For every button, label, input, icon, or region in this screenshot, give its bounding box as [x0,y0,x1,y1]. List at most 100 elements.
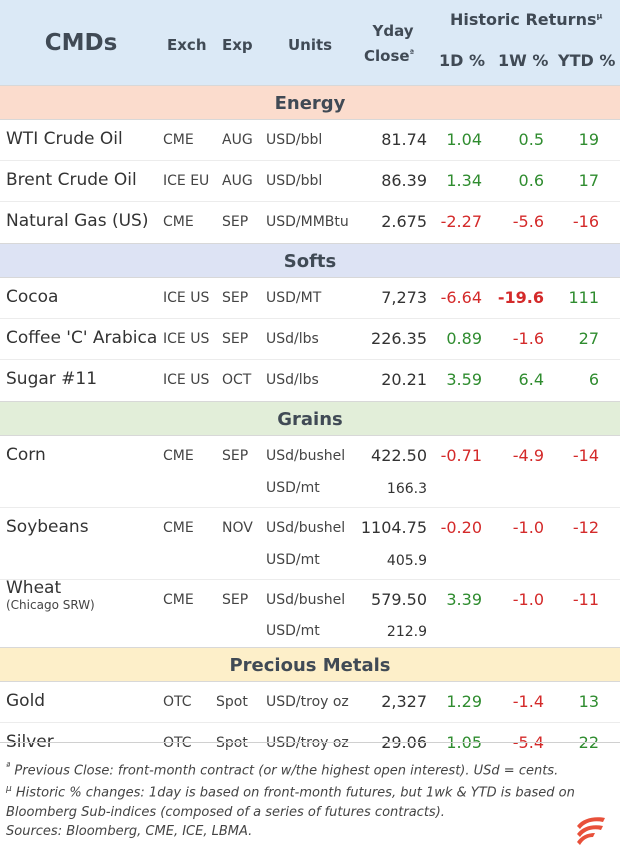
commodity-name: Gold [6,691,46,711]
col-1w: 1W % [498,51,549,70]
return-1d: 1.34 [446,171,482,190]
expiry: Spot [216,735,248,751]
return-1d: 3.39 [446,590,482,609]
units: USd/bushel [266,448,346,464]
expiry: SEP [222,331,249,347]
close-value: 7,273 [381,288,427,307]
return-1d: 1.29 [446,692,482,711]
expiry: Spot [216,694,248,710]
col-close-line1: Yday [372,22,414,40]
footnotes: ª Previous Close: front-month contract (… [6,758,596,841]
col-ytd: YTD % [558,51,616,70]
table-title: CMDs [44,30,118,56]
footnote-sources: Sources: Bloomberg, CME, ICE, LBMA. [6,823,253,839]
units: USD/mt [266,623,320,639]
units: USd/bushel [266,592,346,608]
table-row: Wheat (Chicago SRW) CME SEP USd/bushel 57… [0,578,620,615]
expiry: AUG [222,132,253,148]
exchange: ICE US [163,290,210,306]
units: USD/bbl [266,173,323,189]
units: USd/bushel [266,520,346,536]
return-1w: -1.6 [512,329,544,348]
return-1d: 3.59 [446,370,482,389]
return-1w: -1.0 [512,518,544,537]
exchange: ICE US [163,372,210,388]
exchange: CME [163,214,194,230]
table-row: Sugar #11 ICE US OCT USd/lbs 20.21 3.59 … [0,360,620,401]
return-1d: -2.27 [440,212,482,231]
table-row: Brent Crude Oil ICE EU AUG USD/bbl 86.39… [0,161,620,202]
close-value: 81.74 [381,130,427,149]
return-ytd: 27 [578,329,599,348]
close-value: 2,327 [381,692,427,711]
return-ytd: -14 [572,446,599,465]
return-ytd: -16 [572,212,599,231]
return-1d: 0.89 [446,329,482,348]
table-row: Corn CME SEP USd/bushel 422.50 -0.71 -4.… [0,436,620,477]
return-ytd: 17 [578,171,599,190]
return-1d: 1.04 [446,130,482,149]
return-1d: -0.71 [440,446,482,465]
commodity-name: Cocoa [6,287,59,307]
return-1w: -5.6 [512,212,544,231]
units: USD/MT [266,290,322,306]
exchange: CME [163,448,194,464]
close-value: 405.9 [386,553,427,569]
return-ytd: 13 [578,692,599,711]
col-close-line2: Closeª [364,47,415,65]
units: USd/lbs [266,372,319,388]
units: USd/lbs [266,331,319,347]
footnote-previous-close: ª Previous Close: front-month contract (… [6,762,559,779]
commodity-name: Brent Crude Oil [6,170,137,190]
table-row: Natural Gas (US) CME SEP USD/MMBtu 2.675… [0,202,620,243]
return-ytd: 6 [588,370,599,389]
expiry: SEP [222,448,249,464]
section-grains: Grains [0,401,620,436]
col-1d: 1D % [439,51,486,70]
close-value: 212.9 [386,624,427,640]
close-value: 579.50 [371,590,427,609]
section-softs: Softs [0,243,620,278]
units: USD/MMBtu [266,214,349,230]
col-units: Units [288,36,333,54]
close-value: 1104.75 [360,518,427,537]
table-row-converted: USD/mt 405.9 [0,549,620,580]
table-header: CMDs Exch Exp Units Yday Closeª Historic… [0,0,620,85]
close-value: 226.35 [371,329,427,348]
table-row: Gold OTC Spot USD/troy oz 2,327 1.29 -1.… [0,682,620,723]
footnote-historic-changes: µ Historic % changes: 1day is based on f… [6,784,575,820]
units: USD/bbl [266,132,323,148]
exchange: CME [163,520,194,536]
exchange: ICE US [163,331,210,347]
footer-divider [0,742,620,743]
return-ytd: 111 [568,288,599,307]
exchange: CME [163,132,194,148]
expiry: OCT [222,372,252,388]
units: USD/mt [266,480,320,496]
brand-logo-icon [577,817,605,845]
close-value: 166.3 [386,481,427,497]
col-exch: Exch [167,36,207,54]
return-ytd: -12 [572,518,599,537]
table-row-converted: USD/mt 212.9 [0,615,620,647]
expiry: SEP [222,592,249,608]
expiry: AUG [222,173,253,189]
col-exp: Exp [222,36,253,54]
commodity-name: Coffee 'C' Arabica [6,328,158,348]
return-1w: -1.4 [512,692,544,711]
return-1w: -1.0 [512,590,544,609]
close-value: 20.21 [381,370,427,389]
exchange: OTC [163,694,192,710]
units: USD/troy oz [266,735,349,751]
commodity-name: Soybeans [6,517,89,537]
commodity-name: Wheat (Chicago SRW) [6,578,95,612]
table-row: Soybeans CME NOV USd/bushel 1104.75 -0.2… [0,508,620,549]
table-row: WTI Crude Oil CME AUG USD/bbl 81.74 1.04… [0,120,620,161]
commodity-name: Natural Gas (US) [6,211,149,231]
return-1d: -0.20 [440,518,482,537]
return-1w: 6.4 [518,370,544,389]
table-row: Cocoa ICE US SEP USD/MT 7,273 -6.64 -19.… [0,278,620,319]
return-ytd: 19 [578,130,599,149]
section-energy: Energy [0,85,620,120]
close-value: 2.675 [381,212,427,231]
